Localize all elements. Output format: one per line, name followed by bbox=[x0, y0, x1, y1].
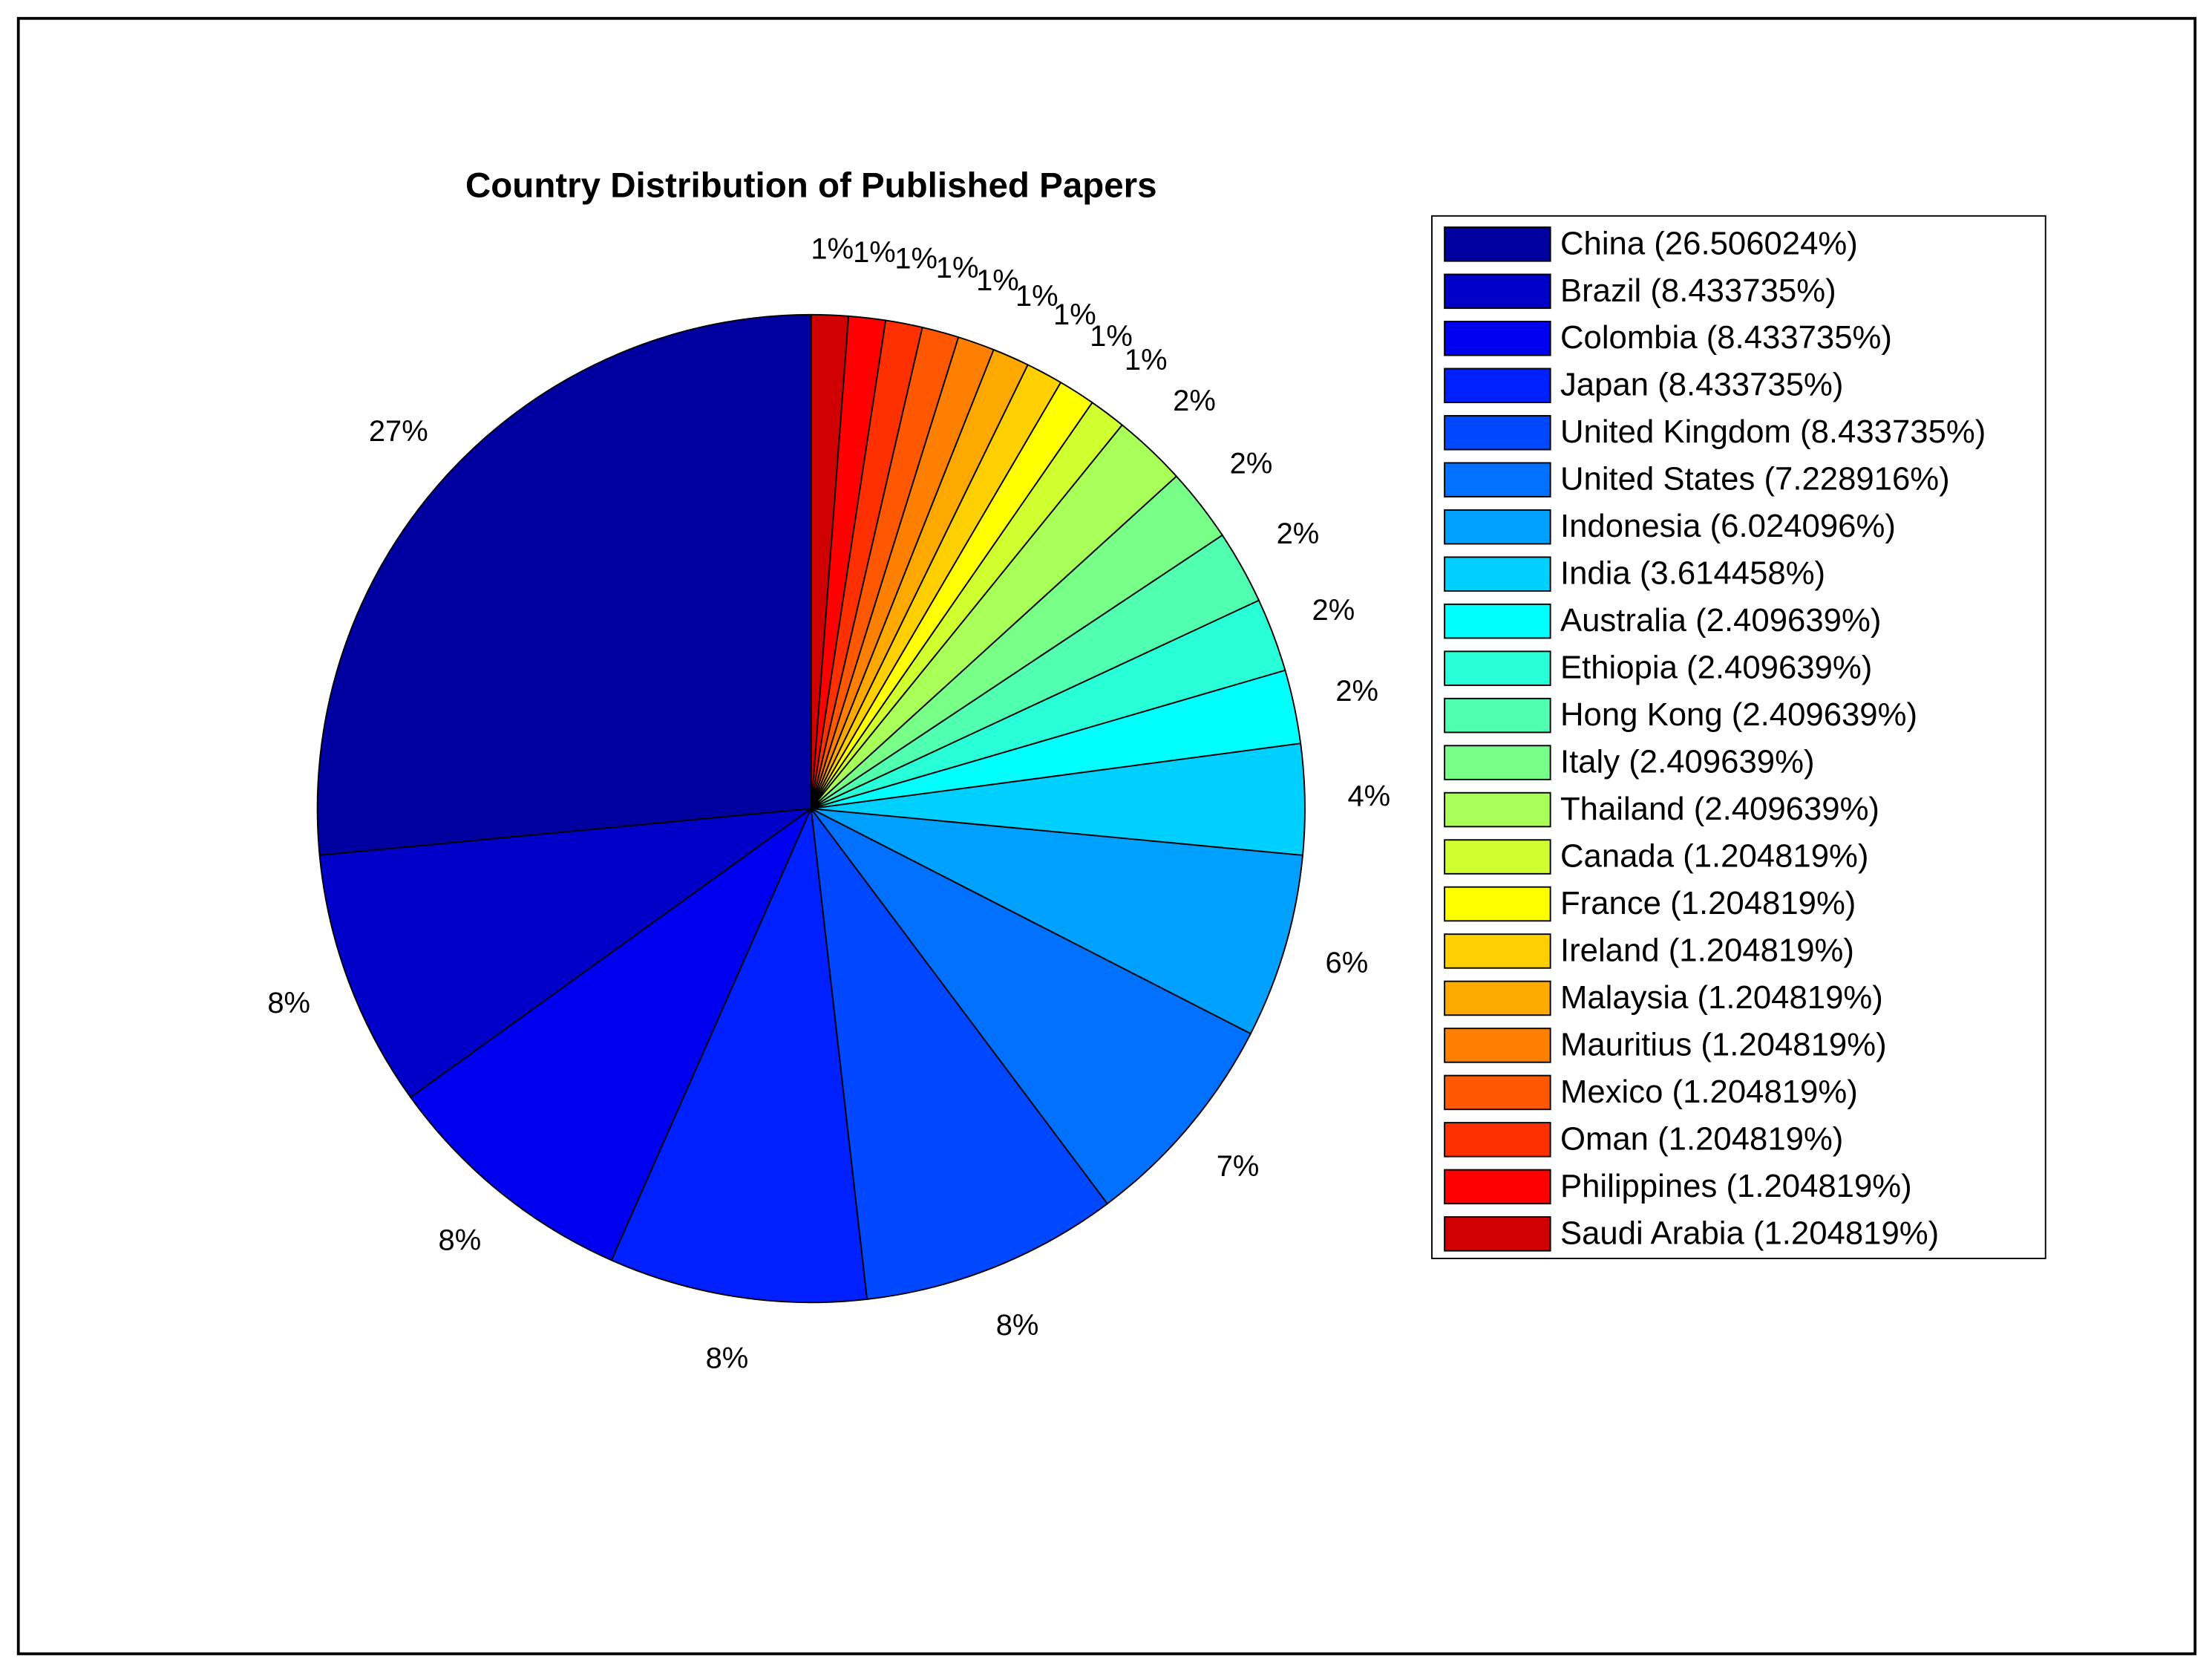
legend-swatch bbox=[1444, 509, 1551, 545]
chart-title: Country Distribution of Published Papers bbox=[465, 166, 1157, 205]
pie-slice bbox=[409, 806, 814, 1261]
legend-label: China (26.506024%) bbox=[1560, 225, 1858, 261]
slice-label: 2% bbox=[1312, 594, 1355, 627]
pie-slice bbox=[810, 313, 850, 809]
slice-label: 1% bbox=[1090, 320, 1133, 353]
legend-label: Malaysia (1.204819%) bbox=[1560, 979, 1883, 1016]
legend-swatch bbox=[1444, 226, 1551, 262]
legend-swatch bbox=[1444, 273, 1551, 310]
slice-label: 1% bbox=[853, 236, 896, 269]
legend-swatch bbox=[1444, 603, 1551, 639]
slice-label: 8% bbox=[439, 1224, 482, 1256]
pie-slice bbox=[610, 806, 868, 1304]
legend-swatch bbox=[1444, 1122, 1551, 1158]
slice-label: 1% bbox=[1015, 280, 1058, 313]
slice-label: 1% bbox=[936, 252, 979, 284]
legend-label: Italy (2.409639%) bbox=[1560, 744, 1815, 780]
legend-swatch bbox=[1444, 321, 1551, 356]
legend-swatch bbox=[1444, 1169, 1551, 1205]
legend-label: Mauritius (1.204819%) bbox=[1560, 1026, 1887, 1062]
slice-label: 1% bbox=[811, 232, 854, 265]
legend-swatch bbox=[1444, 980, 1551, 1016]
slice-label: 2% bbox=[1230, 447, 1273, 480]
slice-label: 27% bbox=[369, 415, 428, 448]
legend-swatch bbox=[1444, 1216, 1551, 1252]
pie-slice bbox=[316, 313, 812, 856]
legend-swatch bbox=[1444, 368, 1551, 404]
legend-swatch bbox=[1444, 886, 1551, 922]
slice-label: 1% bbox=[894, 242, 938, 275]
pie-slice bbox=[811, 808, 1252, 1205]
slice-label: 1% bbox=[1125, 344, 1168, 376]
legend-swatch bbox=[1444, 556, 1551, 592]
legend-label: Canada (1.204819%) bbox=[1560, 838, 1868, 874]
legend-label: Oman (1.204819%) bbox=[1560, 1120, 1843, 1157]
legend-swatch bbox=[1444, 462, 1551, 497]
legend-swatch bbox=[1444, 933, 1551, 969]
slice-label: 8% bbox=[706, 1342, 749, 1375]
legend-label: United Kingdom (8.433735%) bbox=[1560, 414, 1986, 450]
legend-swatch bbox=[1444, 791, 1551, 828]
legend-label: Hong Kong (2.409639%) bbox=[1560, 696, 1917, 733]
legend-swatch bbox=[1444, 745, 1551, 780]
slice-label: 2% bbox=[1173, 385, 1216, 417]
slice-label: 6% bbox=[1326, 947, 1369, 979]
legend-swatch bbox=[1444, 650, 1551, 686]
legend-label: Philippines (1.204819%) bbox=[1560, 1168, 1912, 1204]
slice-label: 4% bbox=[1347, 780, 1390, 812]
slice-label: 2% bbox=[1277, 517, 1320, 550]
legend-label: India (3.614458%) bbox=[1560, 555, 1825, 592]
slice-label: 2% bbox=[1335, 675, 1378, 708]
legend-swatch bbox=[1444, 1074, 1551, 1111]
slice-label: 1% bbox=[976, 264, 1019, 297]
legend-label: Ireland (1.204819%) bbox=[1560, 932, 1854, 968]
legend-label: Mexico (1.204819%) bbox=[1560, 1074, 1858, 1110]
legend-label: United States (7.228916%) bbox=[1560, 461, 1950, 497]
pie-slice bbox=[810, 806, 1109, 1300]
slice-label: 7% bbox=[1217, 1150, 1260, 1183]
legend-swatch bbox=[1444, 839, 1551, 875]
legend-label: Thailand (2.409639%) bbox=[1560, 791, 1879, 827]
legend-label: Saudi Arabia (1.204819%) bbox=[1560, 1215, 1939, 1251]
legend-swatch bbox=[1444, 414, 1551, 451]
legend-label: France (1.204819%) bbox=[1560, 885, 1856, 921]
pie-slice bbox=[811, 808, 1304, 1035]
legend-label: Brazil (8.433735%) bbox=[1560, 272, 1836, 309]
legend-swatch bbox=[1444, 697, 1551, 734]
legend-label: Ethiopia (2.409639%) bbox=[1560, 650, 1872, 686]
legend-swatch bbox=[1444, 1028, 1551, 1063]
legend-label: Japan (8.433735%) bbox=[1560, 367, 1843, 403]
slice-label: 8% bbox=[267, 987, 310, 1019]
legend-label: Colombia (8.433735%) bbox=[1560, 319, 1892, 356]
legend-label: Indonesia (6.024096%) bbox=[1560, 508, 1896, 544]
legend-label: Australia (2.409639%) bbox=[1560, 602, 1881, 639]
slice-label: 8% bbox=[996, 1309, 1039, 1342]
slice-label: 1% bbox=[1053, 298, 1096, 331]
pie-slice bbox=[318, 807, 814, 1099]
